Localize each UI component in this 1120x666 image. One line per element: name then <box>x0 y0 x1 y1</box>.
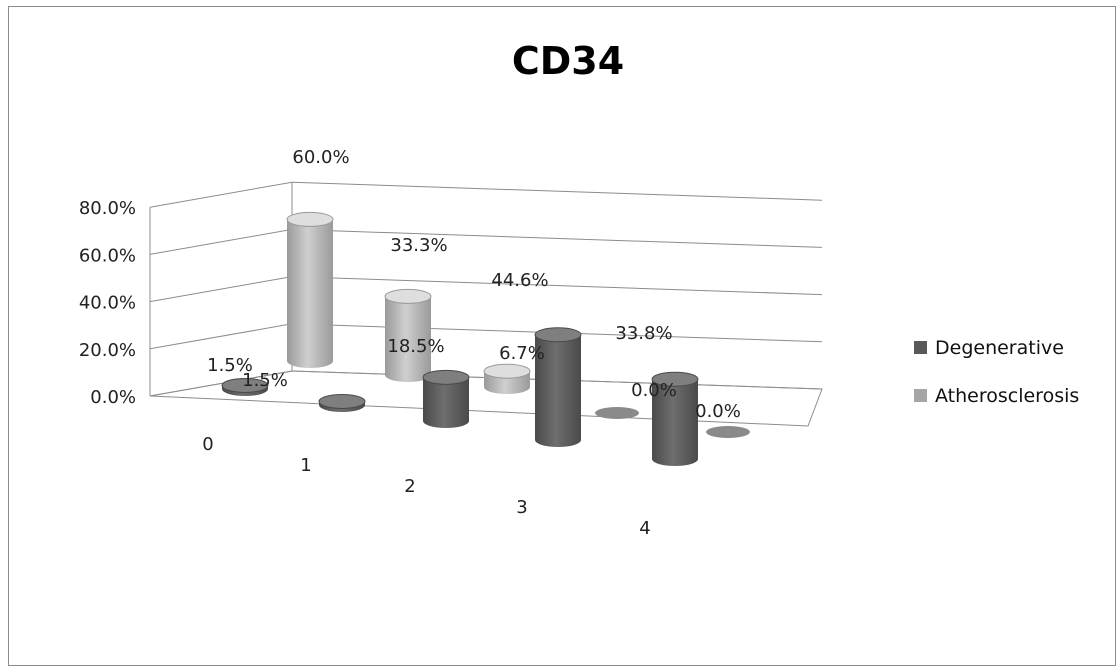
data-label: 60.0% <box>292 147 349 168</box>
bar-body <box>385 296 431 382</box>
x-axis-categories: 0 1 2 3 4 <box>202 434 650 539</box>
x-category-label: 3 <box>516 497 527 518</box>
y-axis-ticks: 0.0% 20.0% 40.0% 60.0% 80.0% <box>79 198 136 408</box>
bar-top <box>651 371 699 387</box>
y-tick-label: 40.0% <box>79 293 136 314</box>
legend-label-degenerative: Degenerative <box>935 337 1064 359</box>
bar-top <box>221 377 269 393</box>
y-tick-label: 60.0% <box>79 245 136 266</box>
bar-top <box>384 288 432 304</box>
legend: Degenerative Atherosclerosis <box>914 337 1079 407</box>
cd34-chart: CD34 0.0% 20.0% 40.0% 60.0% 80.0% 0 1 2 3 4 1.5%… <box>79 39 1079 539</box>
x-category-label: 0 <box>202 434 213 455</box>
back-wall-gridline <box>291 276 823 296</box>
bar-body <box>423 377 469 428</box>
bar-cap <box>706 426 750 438</box>
bar-atherosclerosis-1 <box>384 288 432 382</box>
data-label: 0.0% <box>631 380 677 401</box>
bar-atherosclerosis-0 <box>286 211 334 368</box>
bars <box>221 211 750 466</box>
x-category-label: 2 <box>404 476 415 497</box>
legend-label-atherosclerosis: Atherosclerosis <box>935 385 1079 407</box>
bar-cap <box>595 407 639 419</box>
data-label: 33.3% <box>390 235 447 256</box>
y-tick-label: 80.0% <box>79 198 136 219</box>
x-category-label: 1 <box>300 455 311 476</box>
data-label: 0.0% <box>695 401 741 422</box>
bar-top <box>483 363 531 379</box>
data-labels: 1.5%1.5% 18.5% 44.6% 33.8% 60.0% 33.3% 6.7% 0.0… <box>207 147 741 422</box>
data-label: 1.5% <box>207 355 253 376</box>
legend-swatch-degenerative <box>914 341 927 354</box>
bar-atherosclerosis-3 <box>595 407 639 419</box>
bar-atherosclerosis-4 <box>706 426 750 438</box>
y-tick-label: 0.0% <box>90 387 136 408</box>
bar-degenerative-3 <box>534 327 582 447</box>
back-wall-gridline <box>291 228 823 248</box>
bar-body <box>287 219 333 368</box>
chart-walls <box>149 181 823 427</box>
back-wall-gridline <box>291 181 823 201</box>
legend-swatch-atherosclerosis <box>914 389 927 402</box>
bar-degenerative-1 <box>318 393 366 412</box>
bar-top <box>318 393 366 409</box>
data-label: 18.5% <box>387 336 444 357</box>
bar-degenerative-0 <box>221 377 269 396</box>
bar-atherosclerosis-2 <box>483 363 531 394</box>
side-wall-gridline <box>149 181 293 208</box>
data-label: 6.7% <box>499 343 545 364</box>
y-tick-label: 20.0% <box>79 340 136 361</box>
bar-top <box>286 211 334 227</box>
side-wall-gridline <box>149 228 293 255</box>
data-label: 44.6% <box>491 270 548 291</box>
bar-degenerative-4 <box>651 371 699 466</box>
bar-body <box>535 334 581 447</box>
bar-top <box>534 327 582 343</box>
data-label: 33.8% <box>615 323 672 344</box>
x-category-label: 4 <box>639 518 650 539</box>
side-wall-gridline <box>149 323 293 350</box>
bar-degenerative-2 <box>422 369 470 428</box>
data-label: 1.5% <box>242 370 288 391</box>
chart-title: CD34 <box>512 39 624 83</box>
side-wall-gridline <box>149 276 293 303</box>
bar-body <box>652 379 698 466</box>
bar-top <box>422 369 470 385</box>
